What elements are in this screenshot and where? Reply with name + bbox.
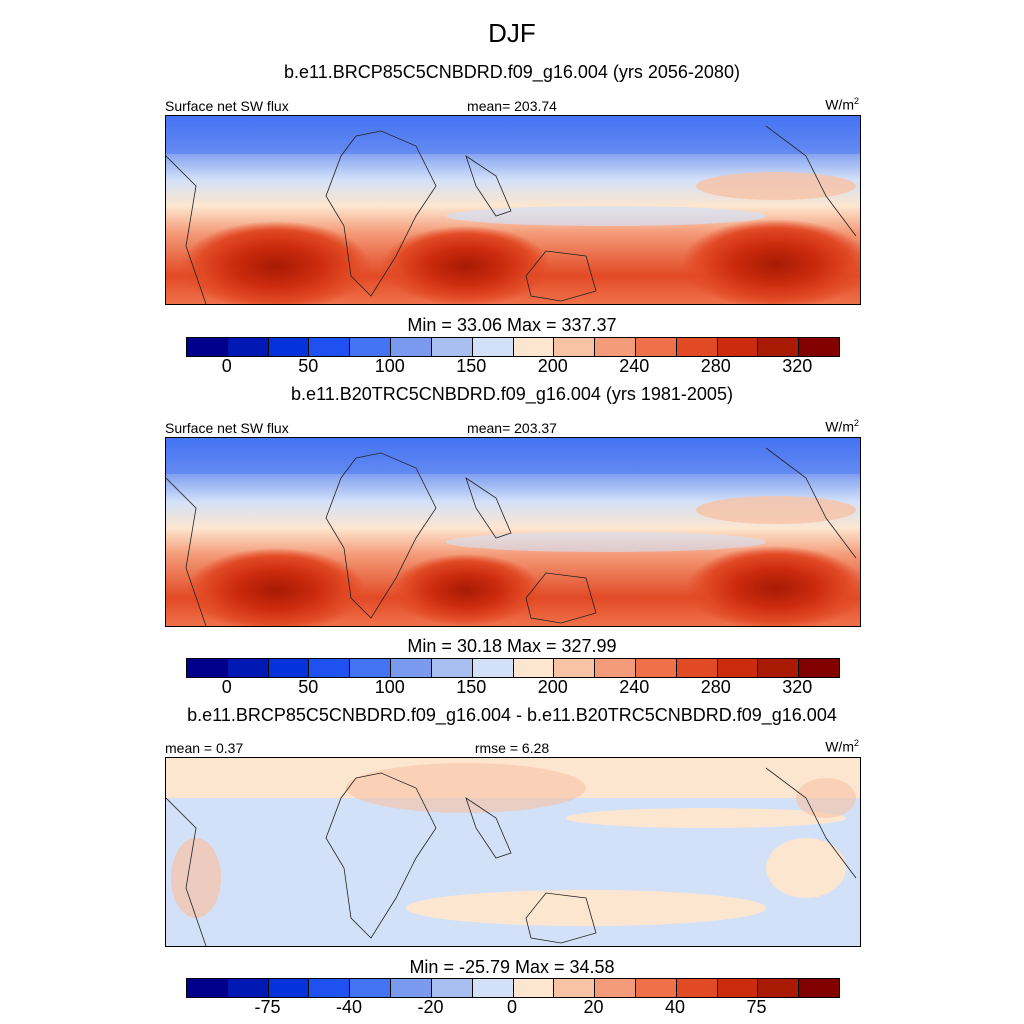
colorbar-swatch (431, 338, 473, 356)
panel-2-map-field (166, 438, 860, 626)
colorbar-tick-label: 40 (664, 997, 686, 1017)
colorbar-swatch (717, 338, 759, 356)
colorbar-tick-label: 0 (221, 677, 232, 697)
colorbar-swatch (309, 979, 351, 997)
colorbar-tick-label: 240 (619, 356, 650, 376)
panel-3-colorbar-ticks: -75 -40 -20 0 20 40 75 (186, 997, 838, 1017)
colorbar-swatch (635, 338, 677, 356)
colorbar-swatch (350, 338, 392, 356)
colorbar-swatch (350, 659, 392, 677)
colorbar-swatch (676, 659, 718, 677)
colorbar-swatch (268, 659, 310, 677)
colorbar-swatch (350, 979, 392, 997)
colorbar-swatch (717, 979, 759, 997)
panel-1-units: W/m2 (825, 96, 859, 113)
colorbar-swatch (554, 979, 596, 997)
colorbar-swatch (758, 338, 800, 356)
colorbar-swatch (513, 338, 555, 356)
colorbar-swatch (431, 659, 473, 677)
colorbar-tick-label: 100 (374, 677, 405, 697)
panel-1-colorbar-ticks: 0 50 100 150 200 240 280 320 (186, 356, 838, 376)
panel-2-variable-label: Surface net SW flux (165, 420, 289, 436)
panel-3-map-field (166, 758, 860, 946)
colorbar-tick-label: 50 (298, 356, 319, 376)
colorbar-swatch (595, 659, 636, 677)
colorbar-swatch (554, 338, 596, 356)
colorbar-swatch (309, 659, 351, 677)
colorbar-swatch (227, 338, 269, 356)
panel-2-title: b.e11.B20TRC5CNBDRD.f09_g16.004 (yrs 198… (291, 384, 733, 404)
colorbar-tick-label: -75 (254, 997, 281, 1017)
colorbar-swatch (635, 659, 677, 677)
colorbar-swatch (799, 338, 839, 356)
panel-3-minmax: Min = -25.79 Max = 34.58 (409, 957, 615, 977)
colorbar-swatch (717, 659, 759, 677)
colorbar-tick-label: 240 (619, 677, 650, 697)
panel-1-title: b.e11.BRCP85C5CNBDRD.f09_g16.004 (yrs 20… (284, 62, 740, 82)
panel-1-minmax: Min = 33.06 Max = 337.37 (407, 315, 617, 335)
panel-1-map-field (166, 116, 860, 304)
colorbar-swatch (472, 338, 514, 356)
colorbar-swatch (391, 979, 432, 997)
panel-2-colorbar (186, 658, 840, 678)
colorbar-swatch (227, 979, 269, 997)
colorbar-swatch (676, 979, 718, 997)
colorbar-swatch (227, 659, 269, 677)
colorbar-swatch (391, 659, 432, 677)
colorbar-swatch (187, 659, 228, 677)
colorbar-tick-label: 50 (298, 677, 319, 697)
colorbar-swatch (187, 338, 228, 356)
colorbar-swatch (758, 979, 800, 997)
colorbar-swatch (268, 338, 310, 356)
colorbar-swatch (799, 659, 839, 677)
colorbar-swatch (513, 979, 555, 997)
colorbar-tick-label: 280 (700, 356, 731, 376)
colorbar-tick-label: 100 (374, 356, 405, 376)
colorbar-tick-label: 0 (506, 997, 518, 1017)
panel-2-mean-label: mean= 203.37 (467, 420, 557, 436)
colorbar-tick-label: 20 (583, 997, 604, 1017)
panel-1-variable-label: Surface net SW flux (165, 98, 289, 114)
panel-2-map (165, 437, 861, 627)
colorbar-swatch (635, 979, 677, 997)
colorbar-swatch (676, 338, 718, 356)
colorbar-tick-label: -40 (335, 997, 363, 1017)
colorbar-tick-label: 320 (782, 677, 813, 697)
panel-2-units: W/m2 (825, 418, 859, 435)
panel-2-colorbar-ticks: 0 50 100 150 200 240 280 320 (186, 677, 838, 697)
colorbar-swatch (758, 659, 800, 677)
panel-3-rmse-label: rmse = 6.28 (474, 740, 550, 756)
colorbar-tick-label: 150 (456, 677, 487, 697)
panel-1-colorbar (186, 337, 840, 357)
panel-2-minmax: Min = 30.18 Max = 327.99 (407, 636, 617, 656)
colorbar-swatch (472, 659, 514, 677)
colorbar-swatch (472, 979, 514, 997)
colorbar-swatch (799, 979, 839, 997)
colorbar-swatch (554, 659, 596, 677)
colorbar-tick-label: 0 (221, 356, 232, 376)
colorbar-tick-label: -20 (417, 997, 444, 1017)
colorbar-swatch (187, 979, 228, 997)
colorbar-swatch (595, 979, 636, 997)
panel-3-map (165, 757, 861, 947)
colorbar-tick-label: 75 (746, 997, 767, 1017)
panel-3-units: W/m2 (825, 738, 859, 755)
colorbar-tick-label: 150 (456, 356, 487, 376)
figure-title: DJF (488, 18, 536, 48)
panel-3-mean-label: mean = 0.37 (165, 740, 244, 756)
colorbar-tick-label: 200 (537, 356, 568, 376)
colorbar-swatch (595, 338, 636, 356)
colorbar-swatch (391, 338, 432, 356)
colorbar-swatch (431, 979, 473, 997)
colorbar-swatch (309, 338, 351, 356)
colorbar-tick-label: 320 (782, 356, 813, 376)
panel-3-title: b.e11.BRCP85C5CNBDRD.f09_g16.004 - b.e11… (187, 705, 837, 725)
panel-1-map (165, 115, 861, 305)
colorbar-tick-label: 280 (700, 677, 731, 697)
colorbar-tick-label: 200 (537, 677, 568, 697)
colorbar-swatch (513, 659, 555, 677)
colorbar-swatch (268, 979, 310, 997)
panel-1-mean-label: mean= 203.74 (467, 98, 557, 114)
panel-3-colorbar (186, 978, 840, 998)
